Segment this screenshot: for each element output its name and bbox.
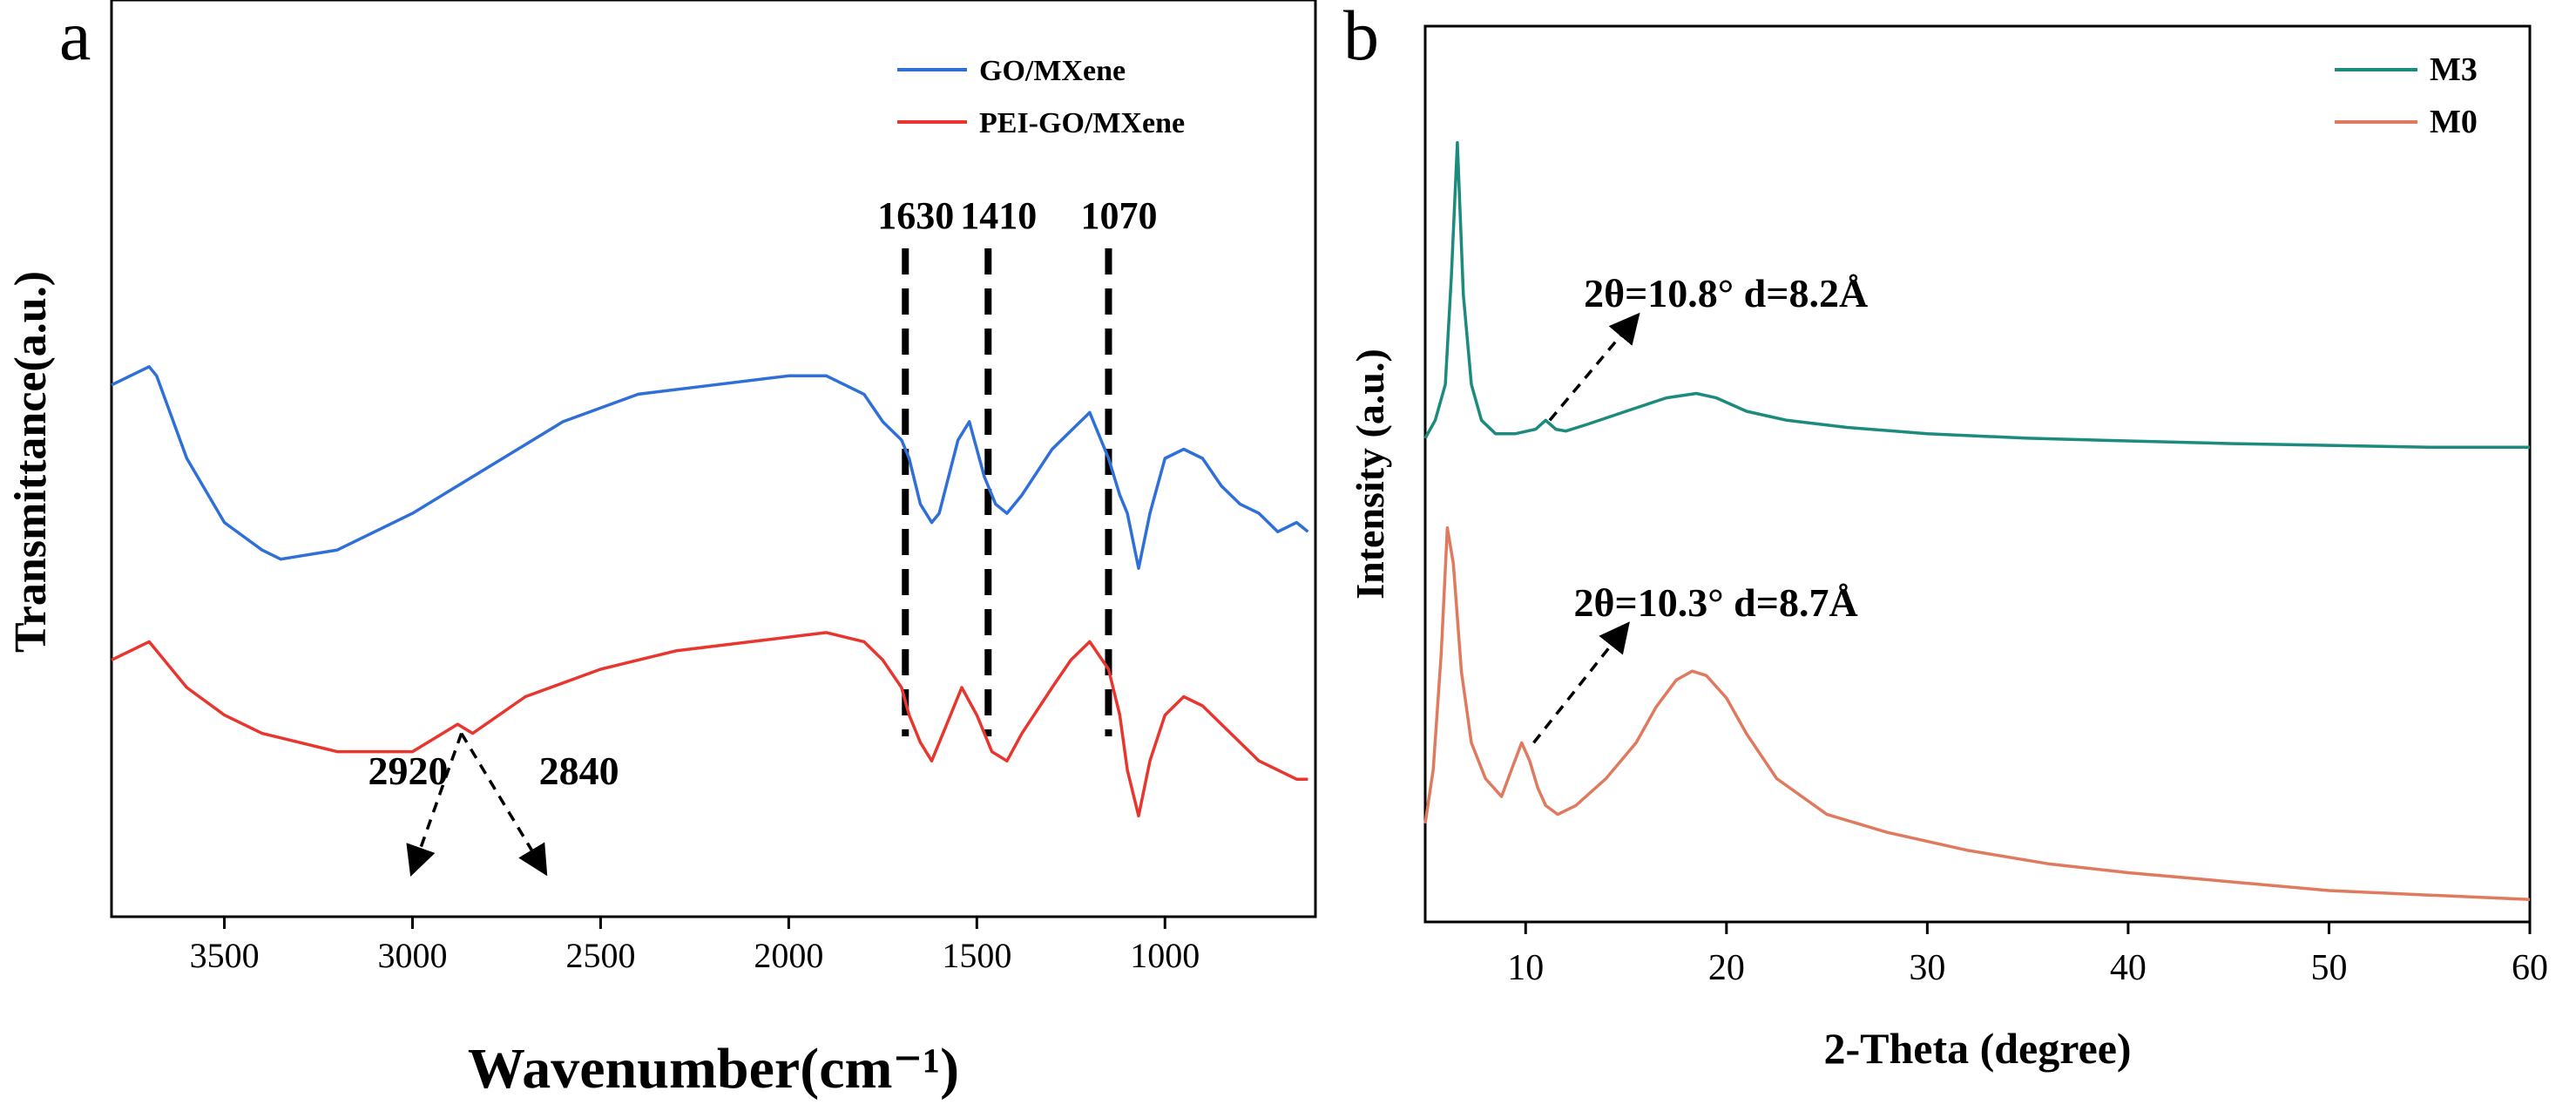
panel-b-plot-frame	[1423, 24, 2532, 924]
x-tick-label: 2000	[754, 936, 823, 975]
series-line-m0	[1423, 525, 2531, 902]
panel-a-x-axis-label: Wavenumber(cm⁻¹)	[468, 1037, 959, 1101]
x-tick-label: 1000	[1130, 936, 1200, 975]
annotation-arrow	[1532, 621, 1630, 744]
annotation-label: 2θ=10.8° d=8.2Å	[1584, 271, 1868, 315]
series-line-pei-go-mxene	[111, 631, 1308, 818]
annotation-label: 2θ=10.3° d=8.7Å	[1574, 580, 1858, 625]
series-line-go-mxene	[111, 365, 1309, 570]
panel-a-reference-lines: 1630 1410 1070	[877, 194, 1157, 736]
x-tick-label: 20	[1708, 948, 1745, 988]
panel-b: b 2θ=10.8° d=8.2Å 2θ=10.3° d=8.7Å 10 20 30 4…	[1343, 0, 2548, 1073]
legend-label: PEI-GO/MXene	[979, 107, 1185, 139]
panel-b-x-ticks: 10 20 30 40 50 60	[1507, 922, 2548, 988]
annotation-arrow	[406, 733, 463, 877]
legend-label: GO/MXene	[979, 55, 1126, 87]
annotation-arrow	[1548, 312, 1640, 422]
panel-b-series	[1423, 140, 2531, 902]
x-tick-label: 3000	[378, 936, 448, 975]
panel-a-x-ticks: 3500 3000 2500 2000 1500 1000	[190, 917, 1200, 975]
x-tick-label: 50	[2310, 948, 2347, 988]
annotation-label: 2920	[368, 749, 449, 793]
panel-a-y-axis-label: Transmittance(a.u.)	[6, 271, 56, 653]
x-tick-label: 60	[2512, 948, 2548, 988]
reference-line-label: 1410	[960, 194, 1037, 237]
x-tick-label: 2500	[565, 936, 635, 975]
x-tick-label: 3500	[190, 936, 260, 975]
series-line-m3	[1423, 140, 2530, 449]
panel-a-annotations: 2920 2840	[368, 732, 619, 877]
x-tick-label: 1500	[942, 936, 1011, 975]
panel-b-label: b	[1343, 0, 1379, 75]
legend-label: M3	[2430, 51, 2478, 88]
x-tick-label: 30	[1909, 948, 1945, 988]
legend-label: M0	[2430, 104, 2478, 140]
panel-a-series	[111, 365, 1309, 818]
x-tick-label: 40	[2110, 948, 2147, 988]
panel-a: a 1630 1410 1070 2920 2840 3500 3000 2500 2000…	[6, 0, 1317, 1101]
reference-line-label: 1630	[877, 194, 954, 237]
annotation-label: 2840	[539, 749, 619, 793]
reference-line-label: 1070	[1080, 194, 1157, 237]
annotation-arrow	[460, 732, 548, 877]
x-tick-label: 10	[1507, 948, 1544, 988]
panel-b-annotations: 2θ=10.8° d=8.2Å 2θ=10.3° d=8.7Å	[1532, 271, 1868, 744]
panel-a-plot-frame	[110, 0, 1317, 918]
panel-b-x-axis-label: 2-Theta (degree)	[1823, 1024, 2131, 1073]
panel-a-legend: GO/MXene PEI-GO/MXene	[897, 55, 1185, 139]
panel-b-y-axis-label: Intensity (a.u.)	[1348, 349, 1392, 600]
panel-a-label: a	[59, 0, 91, 75]
